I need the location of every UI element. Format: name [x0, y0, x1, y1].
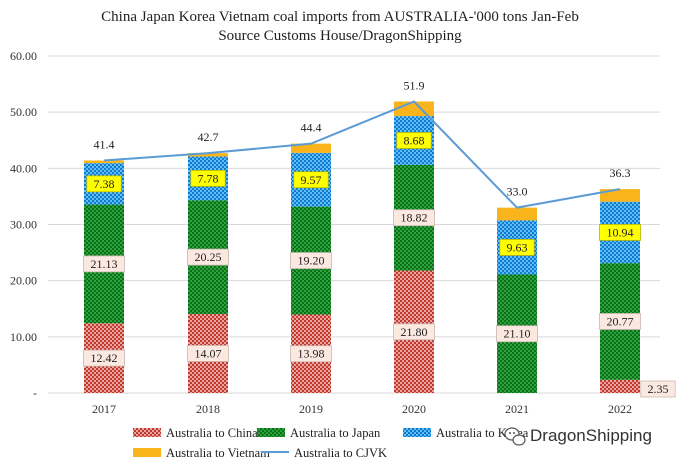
total-label: 33.0: [507, 185, 528, 199]
watermark: DragonShipping: [504, 426, 652, 446]
x-tick-label: 2019: [299, 402, 323, 416]
data-label-box: [190, 169, 226, 187]
x-tick-label: 2017: [92, 402, 116, 416]
data-label: 12.42: [91, 351, 118, 365]
bars: [84, 101, 640, 393]
data-label: 13.98: [298, 347, 325, 361]
legend-label-japan: Australia to Japan: [290, 426, 381, 440]
data-label-box: [293, 171, 329, 189]
data-labels: 12.42 14.07 13.98 21.80 2.35 21.13 20.25 19.20 1…: [83, 78, 676, 398]
data-label: 2.35: [648, 382, 669, 396]
data-label: 14.07: [195, 346, 222, 360]
x-tick-label: 2018: [196, 402, 220, 416]
legend-swatch-japan: [257, 428, 285, 437]
bar-segment: [600, 379, 640, 393]
x-axis: 2017 2018 2019 2020 2021 2022: [92, 402, 632, 416]
total-label: 42.7: [198, 130, 219, 144]
y-axis: - 10.00 20.00 30.00 40.00 50.00 60.00: [10, 49, 37, 400]
data-label: 7.38: [94, 177, 115, 191]
data-label-box: [290, 345, 332, 363]
data-label-box: [290, 252, 332, 269]
total-line-path: [103, 100, 621, 209]
legend-swatch-vietnam: [133, 448, 161, 457]
total-label: 41.4: [94, 137, 115, 151]
legend-label-vietnam: Australia to Vietnam: [166, 446, 270, 460]
data-label-box: [396, 132, 432, 149]
y-tick-label: 20.00: [10, 274, 37, 288]
data-label: 18.82: [401, 211, 428, 225]
legend-label-cjvk: Australia to CJVK: [294, 446, 387, 460]
total-label: 36.3: [610, 166, 631, 180]
y-tick-label: 10.00: [10, 330, 37, 344]
data-label: 21.10: [504, 327, 531, 341]
data-label-box: [83, 349, 125, 367]
legend-swatch-korea: [403, 428, 431, 437]
bar-segment: [291, 143, 331, 153]
data-label-box: [187, 248, 229, 266]
bar-segment: [84, 160, 124, 164]
bar-segment: [188, 153, 228, 157]
data-label-box: [393, 209, 435, 227]
y-tick-label: 40.00: [10, 161, 37, 175]
data-label-box: [496, 325, 538, 343]
total-line: [103, 100, 621, 209]
data-label: 10.94: [607, 225, 634, 239]
x-tick-label: 2022: [608, 402, 632, 416]
grid-lines: [48, 55, 660, 394]
data-label: 21.13: [91, 257, 118, 271]
data-label-box: [83, 255, 125, 273]
data-label: 8.68: [404, 133, 425, 147]
legend: Australia to China Australia to Japan Au…: [133, 426, 529, 460]
data-label: 20.77: [607, 314, 634, 328]
data-label-box: [640, 380, 676, 398]
data-label-box: [599, 224, 641, 241]
total-label: 44.4: [301, 121, 322, 135]
data-label: 19.20: [298, 254, 325, 268]
data-label-box: [599, 313, 641, 330]
y-tick-label: 50.00: [10, 105, 37, 119]
chart-subtitle: Source Customs House/DragonShipping: [218, 28, 462, 44]
data-label: 9.57: [301, 173, 322, 187]
legend-label-china: Australia to China: [166, 426, 258, 440]
data-label: 9.63: [507, 240, 528, 254]
chart-title: China Japan Korea Vietnam coal imports f…: [101, 9, 579, 25]
data-label: 20.25: [195, 250, 222, 264]
y-tick-label: 60.00: [10, 49, 37, 63]
data-label-box: [393, 323, 435, 341]
legend-swatch-china: [133, 428, 161, 437]
x-tick-label: 2020: [402, 402, 426, 416]
y-tick-label: 30.00: [10, 218, 37, 232]
bar-segment: [497, 207, 537, 221]
watermark-text: DragonShipping: [530, 426, 652, 445]
data-label-box: [187, 345, 229, 362]
x-tick-label: 2021: [505, 402, 529, 416]
data-label: 7.78: [198, 171, 219, 185]
total-label: 51.9: [404, 78, 425, 92]
data-label-box: [499, 239, 535, 256]
y-tick-label: -: [33, 386, 37, 400]
wechat-icon: [504, 427, 526, 446]
data-label: 21.80: [401, 325, 428, 339]
bar-segment: [394, 101, 434, 117]
bar-segment: [600, 189, 640, 202]
data-label-box: [86, 175, 122, 193]
